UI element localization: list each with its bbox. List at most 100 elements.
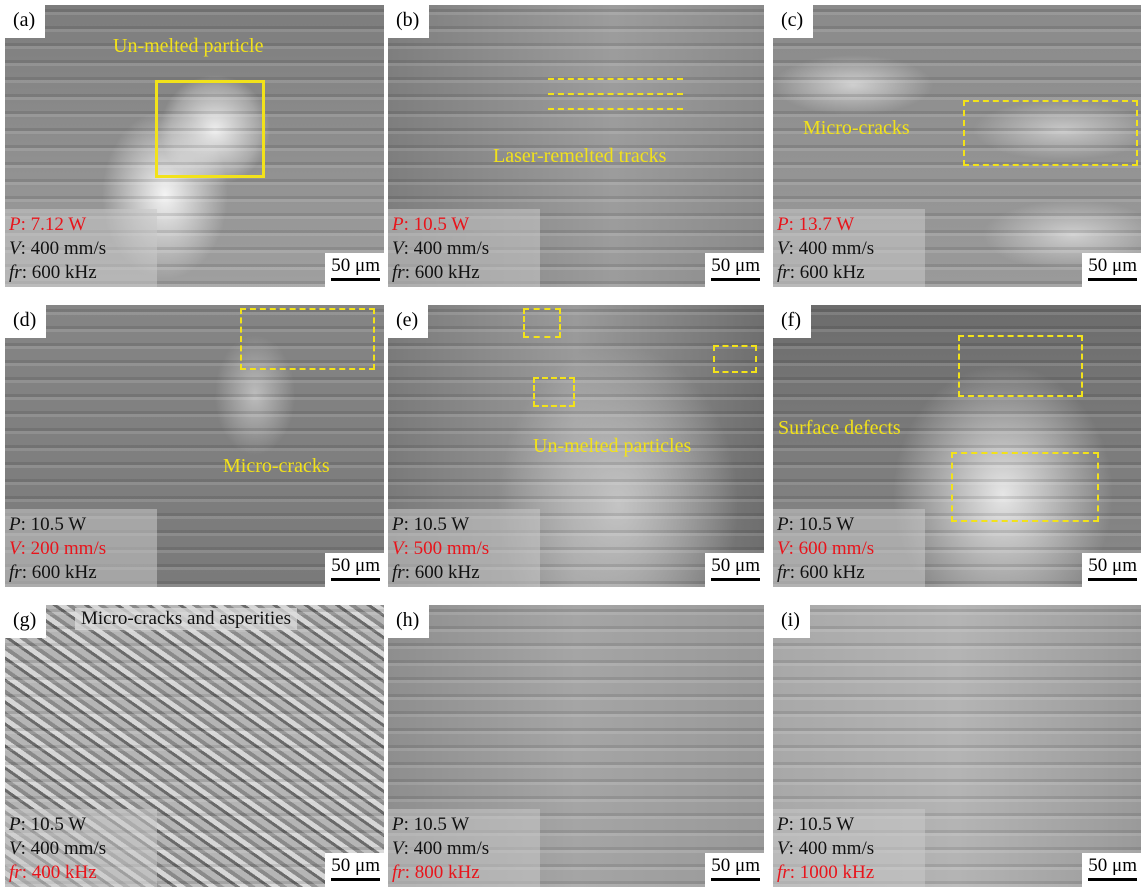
parameter-symbol: P (392, 814, 404, 835)
parameter-value: : 10.5 W (21, 514, 87, 535)
highlight-box (533, 377, 575, 407)
parameter-symbol: V (777, 538, 789, 559)
parameter-value: : 10.5 W (404, 814, 470, 835)
parameter-symbol: V (9, 538, 21, 559)
annotation: Un-melted particles (533, 435, 691, 458)
panel-label: (g) (5, 605, 46, 638)
scale-bar: 50 μm (1082, 553, 1141, 587)
parameter: P: 10.5 W (777, 513, 925, 537)
panel-label: (a) (5, 5, 45, 38)
parameter: V: 600 mm/s (777, 537, 925, 561)
scale-text: 50 μm (1088, 855, 1137, 877)
scale-text: 50 μm (711, 855, 760, 877)
scale-bar: 50 μm (325, 253, 384, 287)
parameter-symbol: fr (392, 562, 405, 583)
scale-line (331, 278, 380, 281)
scale-bar: 50 μm (325, 853, 384, 887)
highlight-box (713, 345, 757, 373)
parameter-symbol: P (9, 214, 21, 235)
parameter: P: 10.5 W (392, 513, 540, 537)
panel-label: (i) (773, 605, 810, 638)
scale-bar: 50 μm (325, 553, 384, 587)
parameter-symbol: fr (9, 562, 22, 583)
parameter: V: 400 mm/s (777, 837, 925, 861)
scale-text: 50 μm (331, 255, 380, 277)
parameter-value: : 400 mm/s (404, 838, 490, 859)
annotation: Surface defects (778, 417, 901, 440)
track-line (548, 93, 683, 95)
parameter-value: : 10.5 W (404, 514, 470, 535)
parameter: V: 400 mm/s (9, 837, 157, 861)
scale-text: 50 μm (331, 855, 380, 877)
panel-label: (c) (773, 5, 813, 38)
parameter-value: : 500 mm/s (404, 538, 490, 559)
parameter-symbol: P (9, 514, 21, 535)
panel-label: (f) (773, 305, 811, 338)
parameter-value: : 10.5 W (789, 814, 855, 835)
parameter-symbol: V (777, 238, 789, 259)
parameter: fr: 400 kHz (9, 861, 157, 885)
parameter: V: 400 mm/s (777, 237, 925, 261)
parameter-value: : 400 mm/s (789, 238, 875, 259)
parameter: V: 200 mm/s (9, 537, 157, 561)
parameter-value: : 10.5 W (789, 514, 855, 535)
panel-label: (d) (5, 305, 46, 338)
parameter-symbol: V (9, 838, 21, 859)
parameter-value: : 600 kHz (790, 262, 865, 283)
scale-bar: 50 μm (705, 253, 764, 287)
parameter: V: 400 mm/s (392, 237, 540, 261)
parameter-symbol: V (777, 838, 789, 859)
parameter: fr: 600 kHz (9, 261, 157, 285)
parameter: P: 10.5 W (9, 513, 157, 537)
annotation: Laser-remelted tracks (493, 145, 666, 168)
scale-text: 50 μm (711, 555, 760, 577)
scale-bar: 50 μm (705, 853, 764, 887)
parameter-value: : 400 kHz (22, 862, 97, 883)
parameter-value: : 600 kHz (405, 262, 480, 283)
parameter-value: : 600 kHz (405, 562, 480, 583)
parameter: P: 10.5 W (392, 213, 540, 237)
parameter-value: : 10.5 W (21, 814, 87, 835)
parameter: V: 400 mm/s (392, 837, 540, 861)
parameter-symbol: fr (392, 262, 405, 283)
parameter-value: : 400 mm/s (21, 238, 107, 259)
parameter-value: : 1000 kHz (790, 862, 874, 883)
parameter: V: 400 mm/s (9, 237, 157, 261)
highlight-box (958, 335, 1083, 397)
parameter-symbol: V (9, 238, 21, 259)
figure: (a)Un-melted particleP: 7.12 WV: 400 mm/… (0, 0, 1144, 891)
parameter-symbol: P (392, 214, 404, 235)
parameter-value: : 10.5 W (404, 214, 470, 235)
parameter: P: 13.7 W (777, 213, 925, 237)
panel-label: (h) (388, 605, 429, 638)
scale-bar: 50 μm (705, 553, 764, 587)
parameter-value: : 600 kHz (22, 262, 97, 283)
parameter-symbol: fr (9, 862, 22, 883)
parameter-symbol: P (777, 814, 789, 835)
parameter-value: : 7.12 W (21, 214, 87, 235)
scale-text: 50 μm (711, 255, 760, 277)
annotation: Micro-cracks (223, 455, 330, 478)
parameter: fr: 800 kHz (392, 861, 540, 885)
parameter: fr: 1000 kHz (777, 861, 925, 885)
highlight-box (240, 308, 375, 370)
parameter-symbol: V (392, 238, 404, 259)
parameter: fr: 600 kHz (777, 261, 925, 285)
scale-line (1088, 578, 1137, 581)
parameter-symbol: P (9, 814, 21, 835)
scale-line (711, 578, 760, 581)
